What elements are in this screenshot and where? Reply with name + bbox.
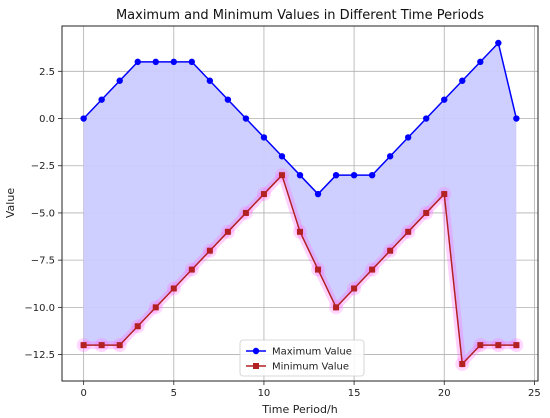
- legend-box: [239, 339, 365, 377]
- y-tick-label: −10.0: [24, 303, 55, 314]
- min-point: [297, 228, 303, 235]
- min-point: [477, 342, 484, 349]
- x-tick-label: 20: [438, 388, 451, 399]
- axes: [58, 25, 539, 385]
- min-point: [206, 247, 213, 254]
- max-point: [188, 58, 196, 66]
- min-point: [260, 191, 267, 198]
- legend-marker: [252, 347, 260, 355]
- max-point: [350, 171, 358, 179]
- min-point: [98, 342, 105, 349]
- max-point: [152, 58, 159, 66]
- max-point: [513, 115, 520, 122]
- min-point: [387, 247, 394, 254]
- legend-label: Minimum Value: [272, 362, 349, 373]
- min-point: [333, 304, 340, 311]
- max-point: [386, 153, 394, 160]
- min-point: [315, 266, 322, 273]
- min-point: [278, 172, 285, 179]
- y-tick-label: −7.5: [31, 256, 55, 267]
- min-point: [441, 191, 448, 198]
- tick-labels: 0 5 10 15 20 25 2.5 0.0 −2.5 −5.0 −7.5 −10.0 −12.5: [24, 67, 540, 399]
- max-point: [116, 77, 123, 84]
- y-tick-label: −12.5: [24, 350, 55, 361]
- max-point: [206, 77, 214, 84]
- max-point: [260, 134, 268, 141]
- y-tick-label: −5.0: [31, 208, 55, 219]
- y-tick-label: 0.0: [39, 114, 55, 125]
- x-tick-label: 25: [528, 388, 541, 399]
- chart-title: Maximum and Minimum Values in Different …: [116, 8, 484, 23]
- x-tick-label: 15: [348, 388, 361, 399]
- min-point: [495, 342, 502, 349]
- min-point: [80, 342, 87, 349]
- max-point: [495, 39, 502, 47]
- legend-label: Maximum Value: [272, 347, 352, 358]
- min-point: [459, 361, 466, 368]
- min-point: [369, 266, 376, 273]
- max-point: [224, 96, 232, 103]
- y-tick-label: −2.5: [31, 161, 55, 172]
- y-tick-label: 2.5: [39, 67, 55, 78]
- fill-area: [83, 42, 517, 365]
- max-point: [404, 134, 412, 141]
- min-point: [116, 342, 123, 349]
- max-point: [459, 77, 466, 84]
- x-axis-label: Time Period/h: [261, 403, 337, 416]
- x-tick-label: 0: [80, 388, 86, 399]
- series-layer: [76, 39, 524, 372]
- legend-marker: [253, 363, 259, 369]
- min-point: [170, 285, 177, 292]
- min-point: [351, 285, 358, 292]
- min-point: [224, 228, 231, 235]
- min-point: [134, 323, 141, 330]
- max-point: [296, 171, 304, 179]
- max-point: [441, 96, 448, 103]
- min-point: [152, 304, 159, 311]
- x-tick-label: 10: [258, 388, 271, 399]
- max-point: [98, 96, 105, 103]
- max-point: [80, 115, 87, 122]
- y-axis-label: Value: [4, 188, 17, 218]
- max-point: [242, 115, 250, 122]
- max-point: [477, 58, 484, 66]
- plot-frame: [61, 25, 539, 382]
- max-point: [134, 58, 141, 66]
- min-point: [188, 266, 195, 273]
- max-point: [170, 58, 177, 66]
- x-tick-label: 5: [171, 388, 177, 399]
- min-point: [513, 342, 520, 349]
- max-point: [368, 171, 376, 179]
- max-point: [278, 153, 286, 160]
- legend: Maximum Value Minimum Value: [239, 339, 365, 377]
- min-point: [405, 228, 412, 235]
- max-point: [423, 115, 430, 122]
- min-point: [242, 209, 249, 216]
- fill-between-area: [83, 42, 517, 365]
- max-point: [332, 171, 340, 179]
- max-point: [314, 190, 322, 198]
- min-point: [423, 209, 430, 216]
